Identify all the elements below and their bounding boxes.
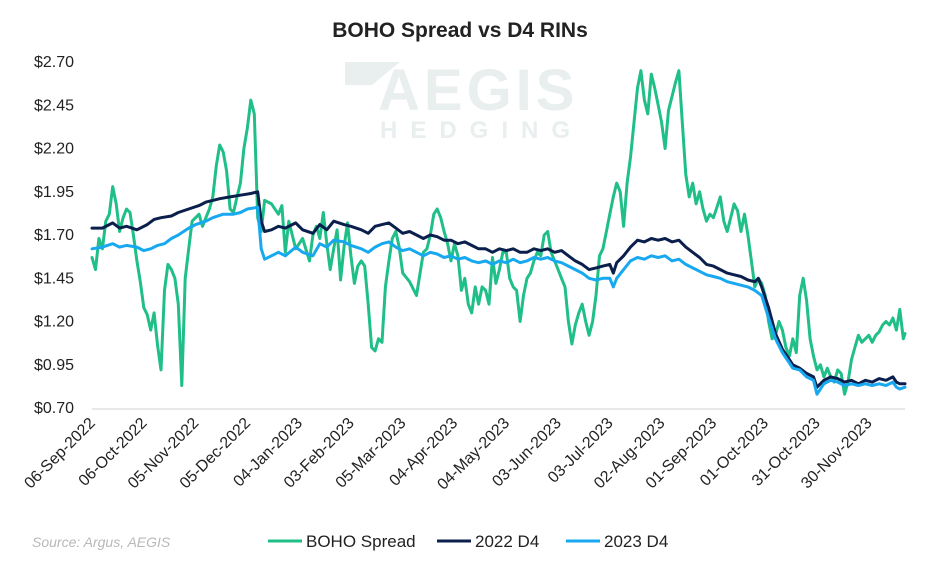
series-line-2022-d4	[90, 190, 907, 389]
legend-label: 2022 D4	[475, 532, 539, 551]
legend: BOHO Spread 2022 D4 2023 D4	[268, 532, 668, 551]
legend-label: 2023 D4	[604, 532, 668, 551]
watermark: AEGIS HEDGING	[345, 58, 583, 144]
y-tick-label: $1.45	[34, 270, 74, 287]
x-axis: 06-Sep-202206-Oct-202205-Nov-202205-Dec-…	[21, 415, 875, 494]
chart-title: BOHO Spread vs D4 RINs	[332, 19, 588, 42]
watermark-logo-mark	[345, 62, 400, 85]
y-tick-label: $2.45	[34, 97, 74, 114]
y-tick-label: $0.95	[34, 357, 74, 374]
y-axis: $2.70 $2.45 $2.20 $1.95 $1.70 $1.45 $1.20 $0.95…	[34, 54, 74, 417]
series-layer	[90, 69, 907, 396]
y-tick-label: $1.70	[34, 227, 74, 244]
series-line-2023-d4	[90, 205, 907, 396]
y-tick-label: $0.70	[34, 400, 74, 417]
y-tick-label: $2.20	[34, 141, 74, 158]
y-tick-label: $1.20	[34, 314, 74, 331]
y-tick-label: $2.70	[34, 54, 74, 71]
watermark-main-text: AEGIS	[378, 58, 579, 123]
source-note: Source: Argus, AEGIS	[32, 534, 171, 550]
legend-label: BOHO Spread	[306, 532, 416, 551]
watermark-sub-text: HEDGING	[380, 117, 583, 144]
y-tick-label: $1.95	[34, 184, 74, 201]
